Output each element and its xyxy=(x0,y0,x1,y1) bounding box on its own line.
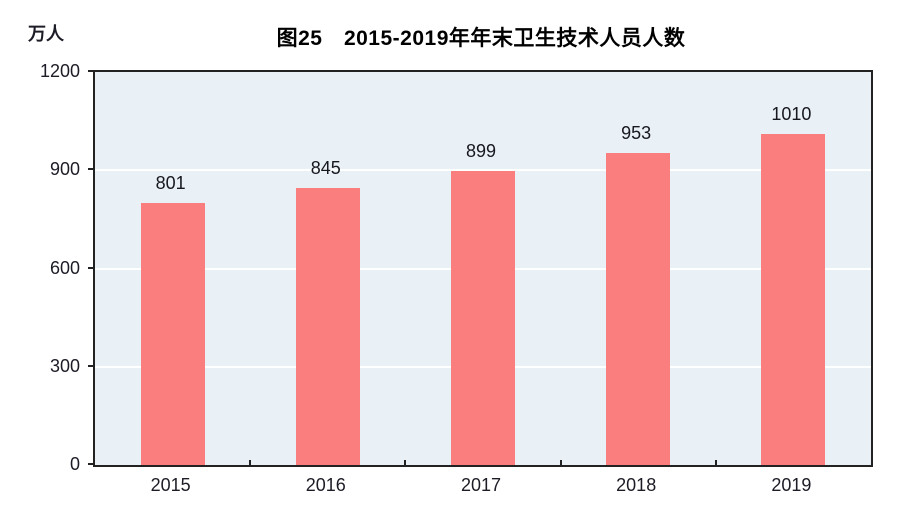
x-tick-label: 2017 xyxy=(460,475,502,495)
y-tick-label: 300 xyxy=(49,355,80,376)
y-tick-mark xyxy=(88,70,94,72)
bar xyxy=(140,202,205,465)
bar xyxy=(295,188,360,465)
bar-value-label: 801 xyxy=(155,172,186,193)
y-tick-label: 0 xyxy=(69,454,80,474)
x-tick-label: 2019 xyxy=(771,475,812,495)
bar-value-label: 899 xyxy=(465,140,497,161)
x-boundary-tick xyxy=(559,460,562,465)
y-tick-mark xyxy=(88,364,94,367)
bar xyxy=(451,170,515,465)
x-tick-label: 2018 xyxy=(616,475,657,495)
x-boundary-tick xyxy=(404,460,407,465)
y-tick-label: 600 xyxy=(49,257,80,278)
bar-value-label: 1010 xyxy=(771,104,812,125)
y-tick-mark xyxy=(88,463,94,465)
y-tick-mark xyxy=(88,168,94,171)
y-tick-mark xyxy=(88,266,94,269)
gridline xyxy=(95,169,871,172)
x-tick-label: 2015 xyxy=(150,475,191,495)
x-boundary-tick xyxy=(714,460,717,465)
x-boundary-tick xyxy=(249,460,252,465)
x-tick-label: 2016 xyxy=(305,475,346,495)
bar-value-label: 953 xyxy=(621,122,652,143)
y-axis-unit-label: 万人 xyxy=(28,24,64,44)
y-tick-label: 1200 xyxy=(39,61,80,81)
bar-value-label: 845 xyxy=(310,158,341,179)
bar xyxy=(761,134,826,465)
bar xyxy=(606,152,671,465)
chart-title: 图25 2015-2019年年末卫生技术人员人数 xyxy=(276,27,686,50)
y-tick-label: 900 xyxy=(49,159,80,180)
plot-area xyxy=(93,70,873,467)
